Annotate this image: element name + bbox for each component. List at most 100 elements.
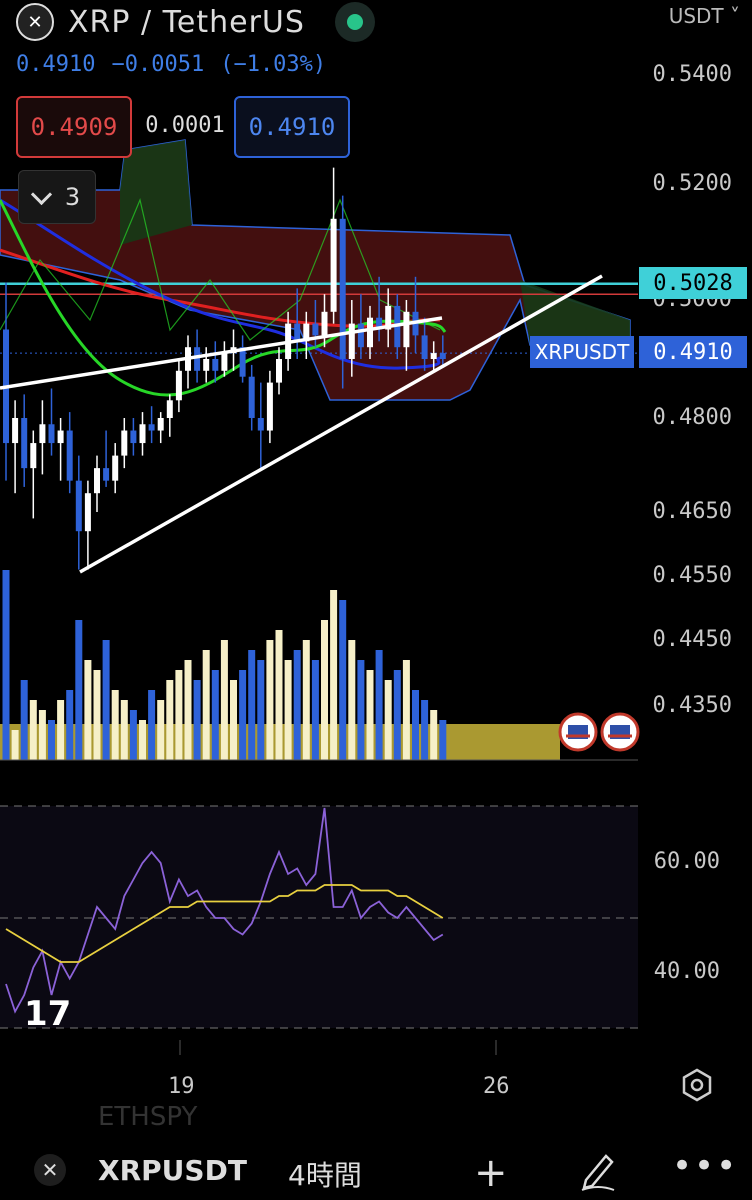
candle-body xyxy=(330,218,337,312)
volume-bar xyxy=(321,620,328,760)
spread-value: 0.0001 xyxy=(145,112,225,138)
volume-bar xyxy=(384,680,392,760)
rsi-tick-label: 60.00 xyxy=(653,849,720,874)
volume-bar xyxy=(230,680,237,760)
candle-body xyxy=(403,311,410,348)
volume-bar xyxy=(148,690,156,760)
volume-bar xyxy=(211,670,219,760)
candle-body xyxy=(112,455,119,481)
candle-body xyxy=(130,430,137,444)
candle-body xyxy=(303,323,310,342)
last-price: 0.4910 xyxy=(16,52,96,77)
volume-bar xyxy=(66,690,74,760)
candle-body xyxy=(276,359,282,383)
bottom-toolbar: ✕ XRPUSDT 4時間 + ••• xyxy=(0,1140,752,1200)
volume-bar xyxy=(375,650,383,760)
close-icon[interactable]: ✕ xyxy=(34,1154,66,1186)
buy-button[interactable]: 0.4910 xyxy=(234,96,350,158)
volume-bar xyxy=(75,620,83,760)
indicator-count: 3 xyxy=(64,183,81,211)
volume-bar xyxy=(84,660,92,760)
volume-bar xyxy=(129,710,137,760)
candle-body xyxy=(66,430,73,481)
candle-body xyxy=(239,347,246,377)
volume-bar xyxy=(193,680,201,760)
xrp-logo-icon[interactable]: ✕ xyxy=(16,3,54,41)
volume-bar xyxy=(257,660,265,760)
candle-body xyxy=(430,353,437,359)
sell-button[interactable]: 0.4909 xyxy=(16,96,132,158)
candle-body xyxy=(367,317,373,348)
tradingview-watermark: 17 xyxy=(24,994,72,1034)
price-tick-label: 0.5200 xyxy=(652,171,732,196)
price-tick-label: 0.4650 xyxy=(652,499,732,524)
candle-body xyxy=(39,424,46,444)
volume-bar xyxy=(275,630,283,760)
candle-body xyxy=(312,323,319,336)
volume-bar xyxy=(430,710,438,760)
volume-bar xyxy=(102,640,110,760)
current-price-tag: 0.4910 xyxy=(639,336,747,368)
trendline-support xyxy=(79,274,603,574)
volume-bar xyxy=(120,700,128,760)
trendline-upper xyxy=(0,316,443,390)
volume-bar xyxy=(311,660,319,760)
ichimoku-cloud-bull-right xyxy=(520,280,630,345)
settings-gear-icon[interactable] xyxy=(680,1068,714,1102)
candle-body xyxy=(421,335,428,359)
candle-body xyxy=(385,305,392,330)
rsi-tick-label: 40.00 xyxy=(653,959,720,984)
volume-bar xyxy=(11,730,19,760)
candle-body xyxy=(266,382,273,431)
symbol-button[interactable]: XRPUSDT xyxy=(98,1154,247,1187)
symbol-title[interactable]: XRP / TetherUS xyxy=(68,4,305,40)
volume-bar xyxy=(439,720,447,760)
indicators-collapse-button[interactable]: 3 xyxy=(18,170,96,224)
candle-body xyxy=(139,424,146,444)
volume-bar xyxy=(20,680,28,760)
price-tick-label: 0.5400 xyxy=(652,62,732,87)
ichimoku-cloud-bull xyxy=(120,140,192,245)
volume-bar xyxy=(111,690,119,760)
candle-body xyxy=(203,359,210,371)
candle-body xyxy=(357,323,364,348)
volume-bar xyxy=(248,650,256,760)
more-menu-button[interactable]: ••• xyxy=(672,1146,739,1186)
symbol-price-tag: XRPUSDT xyxy=(530,336,634,368)
candle-body xyxy=(212,359,219,371)
price-tick-label: 0.4450 xyxy=(652,627,732,652)
volume-bar xyxy=(57,700,65,760)
volume-bar xyxy=(293,650,301,760)
volume-bar xyxy=(339,600,347,760)
candle-body xyxy=(103,468,110,481)
currency-selector[interactable]: USDT ˅ xyxy=(668,4,740,28)
volume-bar xyxy=(93,670,101,760)
volume-bar xyxy=(38,710,46,760)
price-tick-label: 0.4350 xyxy=(652,693,732,718)
candle-body xyxy=(84,493,91,532)
candle-body xyxy=(157,418,164,431)
time-tick-label: 19 xyxy=(168,1074,195,1099)
candle-body xyxy=(339,218,346,359)
rsi-panel-bg xyxy=(0,806,638,1028)
volume-bar xyxy=(330,590,338,760)
candle-body xyxy=(376,317,383,330)
lagging-span-line xyxy=(0,198,441,341)
price-quote: 0.4910 −0.0051 (−1.03%) xyxy=(16,52,342,77)
ghost-symbol-text: ETHSPY xyxy=(98,1102,198,1132)
pencil-draw-icon[interactable] xyxy=(578,1148,618,1192)
price-chart[interactable] xyxy=(0,0,752,1140)
candle-body xyxy=(57,430,64,444)
volume-bar xyxy=(29,700,37,760)
volume-bar xyxy=(357,660,365,760)
candle-body xyxy=(48,424,55,444)
volume-bar xyxy=(157,700,165,760)
rsi-ma-line xyxy=(5,884,444,963)
add-button[interactable]: + xyxy=(474,1150,508,1196)
candle-body xyxy=(75,480,82,532)
candle-body xyxy=(21,418,28,469)
live-status-dot-icon xyxy=(334,2,375,42)
volume-bar xyxy=(402,660,410,760)
candle-body xyxy=(248,376,255,418)
interval-button[interactable]: 4時間 xyxy=(288,1159,362,1192)
